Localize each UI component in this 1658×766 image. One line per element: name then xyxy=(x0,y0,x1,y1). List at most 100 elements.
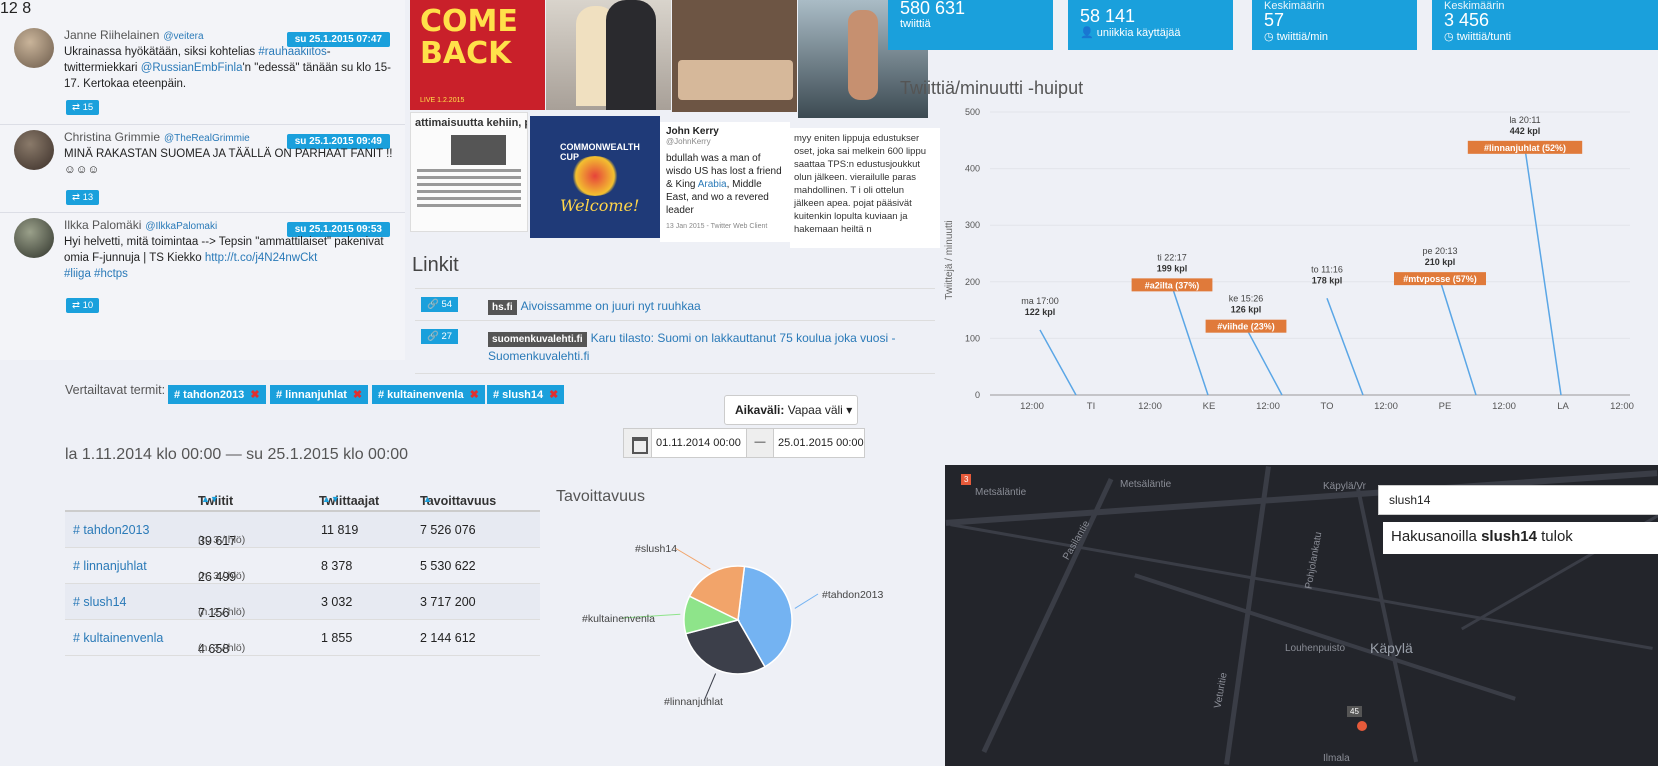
end-date-field[interactable]: 25.01.2015 00:00 xyxy=(778,437,864,449)
date-range-picker[interactable]: 01.11.2014 00:00 — 25.01.2015 00:00 xyxy=(623,428,865,458)
map-search-input[interactable]: slush14 xyxy=(1378,485,1658,515)
y-axis-label: Twiittejä / minuutti xyxy=(944,220,955,299)
peaks-chart-title: Twiittiä/minuutti -huiput xyxy=(900,78,1084,98)
tweet-item[interactable]: Janne Riihelainen @veitera su 25.1.2015 0… xyxy=(0,28,400,118)
avatar[interactable] xyxy=(14,28,54,68)
x-tick-label: 12:00 xyxy=(1374,401,1398,412)
retweet-count-badge: ⇄ 10 xyxy=(66,298,100,313)
remove-icon[interactable]: ✖ xyxy=(469,389,479,401)
link-domain: hs.fi xyxy=(488,300,517,315)
retweet-count-badge: ⇄ 15 xyxy=(66,100,100,115)
peak-bar[interactable] xyxy=(1245,327,1283,396)
link-row[interactable]: 🔗 54 hs.fi Aivoissamme on juuri nyt ruuhka… xyxy=(415,288,935,323)
media-news-text[interactable]: myy eniten lippuja edustukser oset, joka… xyxy=(790,128,940,248)
tweet-text: Ukrainassa hyökätään, siksi kohtelias #r… xyxy=(64,46,391,90)
url-link[interactable]: http://t.co/j4N24nwCkt xyxy=(204,252,318,264)
tweet-date-badge[interactable]: su 25.1.2015 07:47 xyxy=(286,32,390,47)
term-link[interactable]: # slush14 xyxy=(73,595,127,609)
tweet-date-badge[interactable]: su 25.1.2015 09:53 xyxy=(286,222,390,237)
hashtag-link[interactable]: #rauhaakiitos xyxy=(258,46,327,58)
peak-tag-label: #viihde (23%) xyxy=(1217,322,1275,332)
x-tick-label: TO xyxy=(1320,401,1333,412)
tweet-item[interactable]: Ilkka Palomäki @IlkkaPalomaki su 25.1.201… xyxy=(0,218,400,318)
x-tick-label: 12:00 xyxy=(1138,401,1162,412)
pie-slice[interactable] xyxy=(688,565,746,622)
clock-icon: ◷ xyxy=(1264,31,1274,43)
tweet-item[interactable]: Christina Grimmie @TheRealGrimmie su 25.1… xyxy=(0,130,400,210)
peak-tag-badge[interactable] xyxy=(1394,272,1486,286)
media-photo-couple[interactable] xyxy=(546,0,671,110)
pie-label: #tahdon2013 xyxy=(822,589,883,601)
link-row[interactable]: 🔗 27 suomenkuvalehti.fi Karu tilasto: Suom… xyxy=(415,320,935,374)
tweet-author[interactable]: Janne Riihelainen @veitera xyxy=(64,28,204,42)
stat-tile: 58 141 👤 uniikkia käyttäjää xyxy=(1068,0,1233,50)
term-link[interactable]: # linnanjuhlat xyxy=(73,559,147,573)
stat-tile: Keskimäärin 57 ◷ twiittiä/min xyxy=(1252,0,1417,50)
pie-slice[interactable] xyxy=(737,565,793,668)
peak-bar[interactable] xyxy=(1326,297,1364,396)
compare-chip[interactable]: # slush14 ✖ xyxy=(487,385,565,404)
y-tick-label: 500 xyxy=(965,107,980,117)
x-tick-label: PE xyxy=(1439,401,1452,412)
term-link[interactable]: # kultainenvenla xyxy=(73,631,164,645)
peak-bar[interactable] xyxy=(1039,329,1077,396)
map-view[interactable]: Metsäläntie Metsäläntie Käpylä/Vr Pohjol… xyxy=(945,465,1658,766)
media-embedded-tweet[interactable]: John Kerry @JohnKerry bdullah was a man … xyxy=(660,122,790,242)
peak-value-label: 122 kpl xyxy=(1025,307,1056,317)
map-marker-icon[interactable] xyxy=(1357,721,1367,731)
mention-link[interactable]: @RussianEmbFinla xyxy=(140,62,243,74)
media-photo-chef[interactable] xyxy=(672,0,797,112)
stat-tile: 580 631 twiittiä xyxy=(888,0,1053,50)
peak-time-label: pe 20:13 xyxy=(1422,246,1457,256)
pie-slice[interactable] xyxy=(684,619,766,675)
peak-time-label: la 20:11 xyxy=(1509,115,1540,125)
peak-bar[interactable] xyxy=(1439,279,1477,396)
clock-icon: ◷ xyxy=(1444,31,1454,43)
pie-leader-line xyxy=(674,547,711,570)
media-poster[interactable]: COME BACK LIVE 1.2.2015 xyxy=(410,0,545,110)
pie-label: #linnanjuhlat xyxy=(664,696,723,708)
peaks-chart: Twiittejä / minuutti 0 100 200 300 400 500 12:0… xyxy=(944,107,1634,412)
period-dropdown[interactable]: Aikaväli: Vapaa väli ▾ xyxy=(724,395,858,425)
compare-chip[interactable]: # kultainenvenla ✖ xyxy=(372,385,485,404)
compare-chip[interactable]: # linnanjuhlat ✖ xyxy=(270,385,369,404)
remove-icon[interactable]: ✖ xyxy=(250,389,260,401)
tweet-author[interactable]: Ilkka Palomäki @IlkkaPalomaki xyxy=(64,218,218,232)
peak-tag-badge[interactable] xyxy=(1205,319,1287,333)
stat-tile: Keskimäärin 3 456 ◷ twiittiä/tunti xyxy=(1432,0,1658,50)
peak-bar[interactable] xyxy=(1171,286,1209,396)
tweet-date-badge[interactable]: su 25.1.2015 09:49 xyxy=(286,134,390,149)
map-result-banner: Hakusanoilla slush14 tulok xyxy=(1383,522,1658,554)
media-welcome-poster[interactable]: COMMONWEALTH CUP Welcome! xyxy=(530,116,660,238)
media-photo-fighter[interactable] xyxy=(798,0,928,118)
media-article[interactable]: attimaisuutta kehiin, ple xyxy=(410,112,528,232)
peak-time-label: ti 22:17 xyxy=(1157,252,1187,262)
calendar-icon[interactable] xyxy=(624,429,652,457)
link-domain: suomenkuvalehti.fi xyxy=(488,332,587,347)
remove-icon[interactable]: ✖ xyxy=(352,389,363,401)
compare-chip[interactable]: # tahdon2013 ✖ xyxy=(168,385,266,404)
x-tick-label: TI xyxy=(1087,401,1095,412)
tweet-top-counts: 12 8 xyxy=(0,0,32,17)
tweet-text: MINÄ RAKASTAN SUOMEA JA TÄÄLLÄ ON PARHAA… xyxy=(64,148,393,176)
peak-tag-badge[interactable] xyxy=(1131,278,1213,292)
table-row: # tahdon2013 39 617 (n. 3 / hlö) 11 819 … xyxy=(65,512,540,548)
x-tick-label: LA xyxy=(1557,401,1569,412)
road-number-badge: 3 xyxy=(961,474,972,485)
users-icon: 👤 xyxy=(1080,27,1094,39)
hashtag-links[interactable]: #liiga #hctps xyxy=(64,268,128,280)
peak-value-label: 199 kpl xyxy=(1157,263,1188,273)
peak-bar[interactable] xyxy=(1524,148,1562,396)
link-title[interactable]: Karu tilasto: Suomi on lakkauttanut 75 k… xyxy=(488,331,896,363)
link-title[interactable]: Aivoissamme on juuri nyt ruuhkaa xyxy=(520,299,701,313)
tweet-list: 12 8 Janne Riihelainen @veitera su 25.1.2… xyxy=(0,0,405,360)
avatar[interactable] xyxy=(14,130,54,170)
peak-tag-badge[interactable] xyxy=(1467,140,1583,154)
term-link[interactable]: # tahdon2013 xyxy=(73,523,150,537)
pie-chart-title: Tavoittavuus xyxy=(556,488,645,505)
remove-icon[interactable]: ✖ xyxy=(549,389,559,401)
stats-table: Twiitit ▲▼ Twiittaajat ▲▼ Tavoittavuus ▲ # … xyxy=(65,482,540,656)
avatar[interactable] xyxy=(14,218,54,258)
tweet-author[interactable]: Christina Grimmie @TheRealGrimmie xyxy=(64,130,250,144)
start-date-field[interactable]: 01.11.2014 00:00 xyxy=(656,437,741,449)
